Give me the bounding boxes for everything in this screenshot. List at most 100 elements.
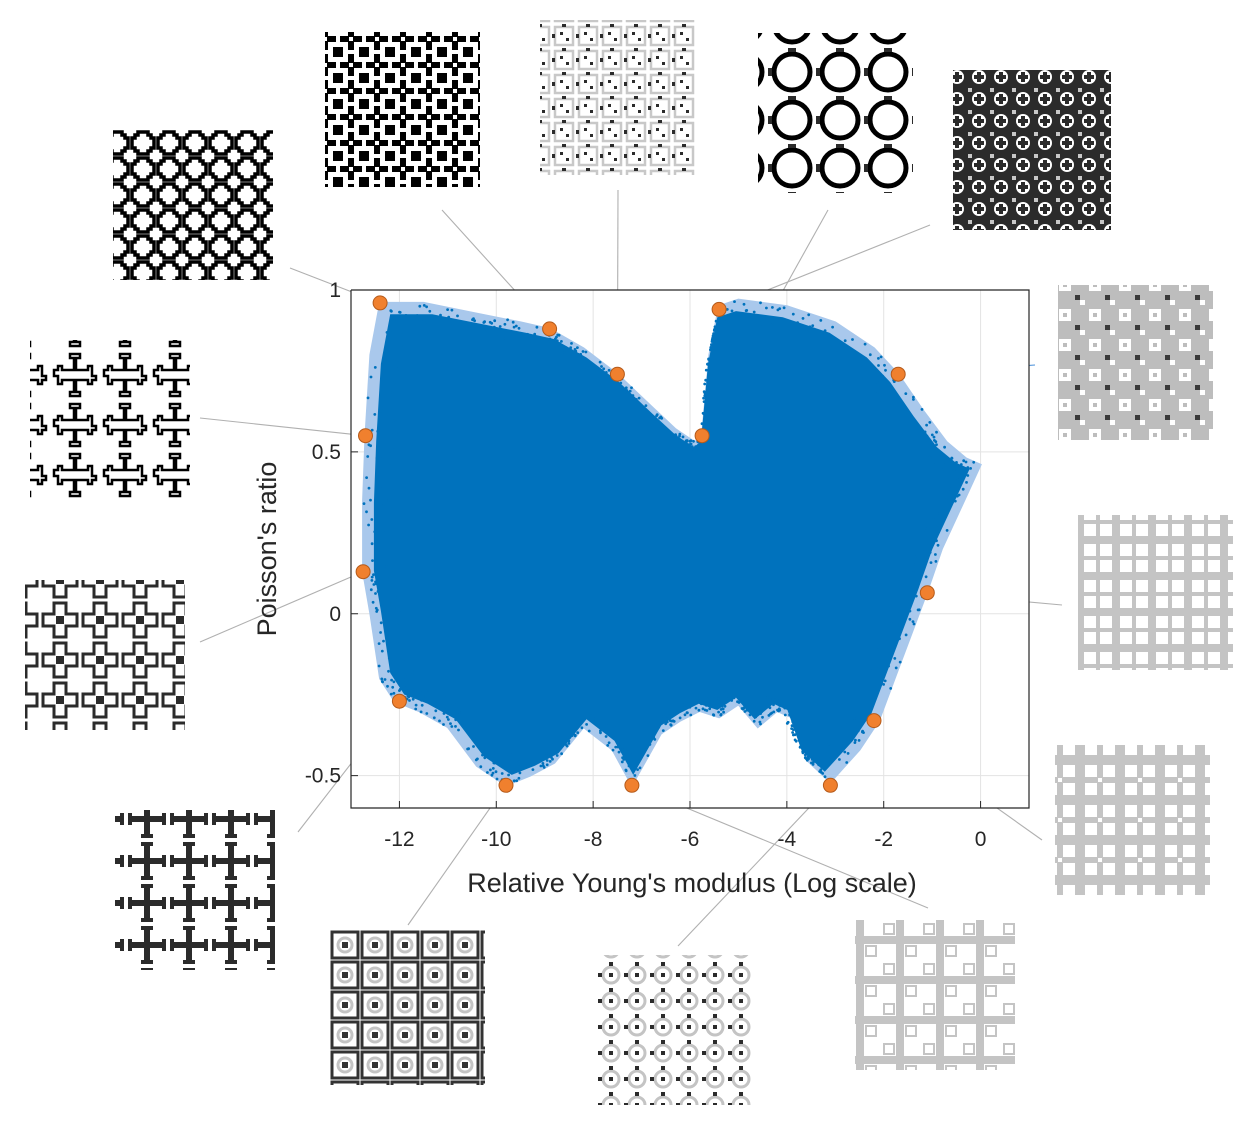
data-point	[607, 368, 611, 372]
data-point	[695, 701, 699, 705]
data-point	[720, 704, 724, 708]
data-point	[449, 708, 453, 712]
data-point	[912, 398, 915, 401]
data-point	[371, 600, 375, 604]
data-point	[965, 481, 968, 484]
data-point	[385, 331, 389, 334]
data-point	[753, 321, 757, 325]
data-point	[725, 318, 729, 322]
data-point	[489, 746, 492, 750]
data-point	[718, 703, 721, 707]
data-point	[551, 757, 554, 761]
data-point	[782, 306, 786, 310]
data-point	[467, 325, 471, 329]
data-point	[717, 697, 721, 701]
data-point	[865, 367, 868, 371]
data-point	[880, 399, 884, 403]
data-point	[953, 467, 957, 471]
data-point	[389, 692, 393, 696]
data-point	[375, 610, 379, 613]
data-point	[945, 496, 949, 500]
data-point	[909, 584, 913, 588]
data-point	[431, 696, 435, 700]
data-point	[936, 527, 940, 531]
data-point	[388, 461, 392, 465]
data-point	[637, 396, 641, 400]
data-point	[908, 617, 912, 621]
data-point	[879, 386, 882, 390]
data-point	[797, 739, 801, 742]
data-point	[424, 689, 428, 693]
data-point	[411, 670, 414, 673]
data-point	[715, 705, 718, 708]
data-point	[541, 762, 545, 765]
data-point	[727, 695, 731, 698]
data-point	[507, 773, 510, 777]
data-point	[376, 430, 380, 433]
highlighted-point	[372, 295, 388, 311]
data-point	[394, 615, 398, 619]
data-point	[488, 734, 492, 738]
data-point	[624, 386, 628, 390]
data-point	[794, 739, 798, 743]
data-point	[924, 575, 928, 579]
data-point	[590, 364, 594, 368]
data-point	[600, 365, 603, 368]
data-point	[407, 688, 411, 691]
data-point	[633, 774, 637, 777]
data-point	[570, 342, 573, 345]
data-point	[865, 679, 869, 683]
data-point	[401, 677, 404, 680]
data-point	[519, 332, 523, 336]
data-point	[925, 434, 929, 438]
data-point	[419, 691, 423, 695]
data-point	[923, 442, 927, 446]
data-point	[872, 666, 875, 670]
data-point	[620, 749, 624, 752]
data-point	[732, 691, 736, 695]
data-point	[395, 607, 398, 610]
data-point	[404, 669, 407, 673]
inset-pattern	[855, 920, 1015, 1070]
data-point	[752, 310, 756, 314]
data-point	[835, 351, 839, 355]
data-point	[923, 548, 927, 552]
data-point	[418, 304, 422, 308]
data-point	[493, 319, 497, 323]
data-point	[706, 362, 709, 366]
data-point	[964, 460, 968, 464]
data-point	[611, 748, 615, 752]
inset-thick-cross-lattice-dark	[115, 810, 275, 970]
data-point	[366, 455, 370, 458]
data-point	[909, 567, 913, 571]
data-point	[454, 700, 458, 704]
data-point	[780, 704, 784, 707]
data-point	[623, 748, 627, 752]
data-point	[604, 735, 608, 738]
data-point	[518, 771, 522, 775]
data-point	[391, 568, 395, 572]
data-point	[515, 764, 519, 768]
data-point	[442, 712, 446, 715]
data-point	[689, 713, 693, 717]
data-point	[373, 366, 377, 369]
data-point	[665, 717, 669, 721]
data-point	[915, 424, 918, 427]
inset-pattern	[1078, 515, 1233, 670]
data-point	[449, 722, 452, 725]
data-point	[904, 392, 908, 395]
data-point	[456, 314, 459, 318]
data-point	[633, 401, 637, 405]
data-point	[369, 588, 373, 592]
data-point	[393, 318, 396, 322]
data-point	[370, 579, 374, 582]
data-point	[958, 465, 961, 468]
data-point	[710, 343, 713, 347]
data-point	[681, 435, 685, 439]
data-point	[644, 742, 648, 746]
data-point	[827, 742, 831, 746]
data-point	[953, 461, 957, 465]
data-point	[442, 723, 445, 726]
data-point	[790, 724, 794, 728]
